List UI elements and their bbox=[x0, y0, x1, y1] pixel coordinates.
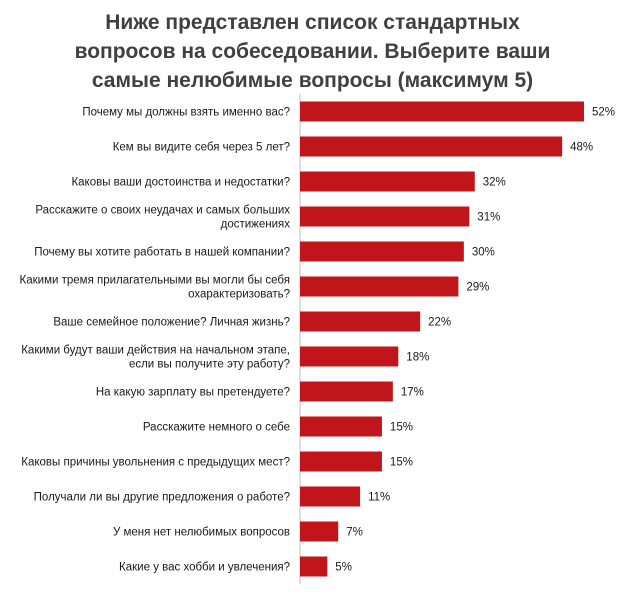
category-label: Кем вы видите себя через 5 лет? bbox=[113, 142, 290, 154]
chart-title-line: самые нелюбимые вопросы (максимум 5) bbox=[91, 69, 534, 92]
data-label: 31% bbox=[477, 212, 500, 224]
category-label: если вы получите эту работу? bbox=[129, 359, 290, 371]
chart-title-line: вопросов на собеседовании. Выберите ваши bbox=[74, 40, 551, 63]
data-label: 30% bbox=[472, 247, 495, 259]
data-label: 22% bbox=[428, 317, 451, 329]
bar bbox=[300, 381, 393, 402]
category-label: Каковы причины увольнения с предыдущих м… bbox=[21, 457, 290, 469]
data-label: 32% bbox=[483, 177, 506, 189]
bar bbox=[300, 346, 399, 367]
category-label: охарактеризовать? bbox=[188, 289, 290, 301]
category-label: Расскажите о своих неудачах и самых боль… bbox=[35, 205, 290, 217]
data-label: 52% bbox=[592, 107, 615, 119]
data-label: 18% bbox=[406, 352, 429, 364]
data-label: 48% bbox=[570, 142, 593, 154]
bar bbox=[300, 276, 459, 297]
bar bbox=[300, 486, 361, 507]
bar bbox=[300, 171, 475, 192]
chart-title-line: Ниже представлен список стандартных bbox=[105, 11, 520, 34]
category-label: Расскажите немного о себе bbox=[143, 422, 290, 434]
category-label: Получали ли вы другие предложения о рабо… bbox=[34, 492, 290, 504]
bar bbox=[300, 451, 382, 472]
data-label: 17% bbox=[401, 387, 424, 399]
data-label: 11% bbox=[368, 492, 390, 504]
bar bbox=[300, 241, 464, 262]
category-label: Ваше семейное положение? Личная жизнь? bbox=[53, 317, 290, 329]
category-label: Почему мы должны взять именно вас? bbox=[82, 107, 290, 119]
category-label: У меня нет нелюбимых вопросов bbox=[113, 527, 290, 539]
bar bbox=[300, 206, 470, 227]
category-label: На какую зарплату вы претендуете? bbox=[96, 387, 290, 399]
data-label: 15% bbox=[390, 457, 413, 469]
data-label: 5% bbox=[335, 562, 352, 574]
category-label: Каковы ваши достоинства и недостатки? bbox=[71, 177, 290, 189]
category-label: Какими тремя прилагательными вы могли бы… bbox=[20, 275, 290, 287]
bar bbox=[300, 311, 421, 332]
chart-title: Ниже представлен список стандартных вопро… bbox=[40, 8, 585, 95]
bar bbox=[300, 101, 584, 122]
data-label: 29% bbox=[466, 282, 489, 294]
category-label: Какими будут ваши действия на начальном … bbox=[21, 345, 290, 357]
bar bbox=[300, 136, 563, 157]
bar bbox=[300, 521, 339, 542]
bar bbox=[300, 416, 382, 437]
data-label: 7% bbox=[346, 527, 363, 539]
category-label: Почему вы хотите работать в нашей компан… bbox=[34, 247, 290, 259]
bar bbox=[300, 556, 328, 577]
category-label: Какие у вас хобби и увлечения? bbox=[119, 562, 290, 574]
data-label: 15% bbox=[390, 422, 413, 434]
category-label: достижениях bbox=[221, 219, 291, 231]
